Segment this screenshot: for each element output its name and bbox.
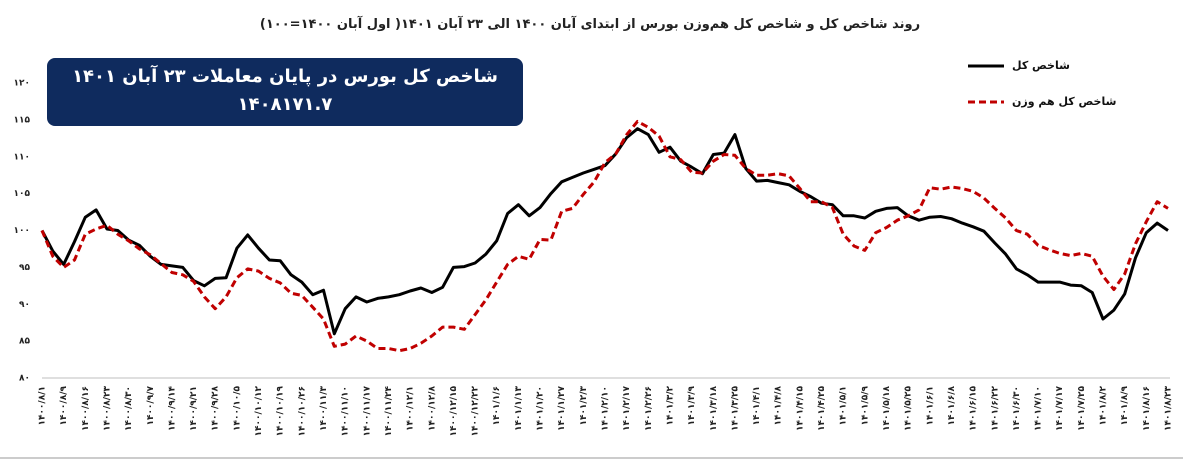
x-tick-label: ۱۴۰۱/۷/۱۷ bbox=[1055, 385, 1065, 431]
x-tick-label: ۱۴۰۰/۱۲/۱ bbox=[406, 386, 416, 431]
x-tick-label: ۱۴۰۱/۵/۲۵ bbox=[904, 385, 914, 431]
legend-label: شاخص کل هم وزن bbox=[1012, 95, 1116, 108]
x-tick-label: ۱۴۰۱/۴/۱۵ bbox=[795, 385, 805, 431]
x-tick-label: ۱۴۰۱/۸/۱۶ bbox=[1142, 386, 1152, 431]
info-box bbox=[47, 58, 523, 126]
legend-label: شاخص کل bbox=[1012, 59, 1070, 72]
x-tick-label: ۱۴۰۰/۱۲/۱۵ bbox=[449, 386, 459, 437]
x-tick-label: ۱۴۰۰/۸/۲۳ bbox=[102, 385, 112, 431]
x-tick-label: ۱۴۰۱/۸/۲۳ bbox=[1164, 385, 1174, 431]
x-tick-label: ۱۴۰۰/۹/۲۸ bbox=[211, 385, 221, 431]
x-tick-label: ۱۴۰۱/۳/۲ bbox=[665, 386, 675, 426]
x-tick-label: ۱۴۰۱/۱/۲۷ bbox=[557, 385, 567, 431]
x-tick-label: ۱۴۰۰/۱۱/۱۷ bbox=[362, 386, 372, 437]
x-tick-label: ۱۴۰۰/۸/۳۰ bbox=[124, 386, 134, 431]
info-box-value: ۱۴۰۸۱۷۱.۷ bbox=[238, 94, 333, 115]
x-tick-label: ۱۴۰۱/۱/۲۰ bbox=[536, 386, 546, 431]
y-tick-label: ۱۲۰ bbox=[14, 79, 30, 89]
x-tick-label: ۱۴۰۰/۱۰/۱۲ bbox=[254, 386, 264, 437]
x-tick-label: ۱۴۰۱/۶/۱۵ bbox=[969, 385, 979, 431]
x-tick-label: ۱۴۰۰/۱۱/۱۰ bbox=[341, 386, 351, 437]
series-line bbox=[40, 119, 1169, 353]
x-tick-label: ۱۴۰۰/۱۲/۸ bbox=[427, 385, 437, 431]
x-tick-label: ۱۴۰۱/۲/۱۰ bbox=[601, 386, 611, 431]
y-tick-label: ۱۱۰ bbox=[14, 152, 30, 162]
x-tick-label: ۱۴۰۱/۱/۱۳ bbox=[514, 385, 524, 431]
x-tick-label: ۱۴۰۰/۱۲/۲۲ bbox=[471, 386, 481, 437]
x-tick-label: ۱۴۰۰/۱۰/۵ bbox=[232, 385, 242, 431]
x-tick-label: ۱۴۰۱/۶/۱ bbox=[925, 386, 935, 426]
chart-title: روند شاخص کل و شاخص کل هم‌وزن بورس از اب… bbox=[260, 15, 920, 32]
y-tick-label: ۱۱۵ bbox=[14, 115, 31, 125]
y-tick-label: ۹۰ bbox=[19, 300, 30, 310]
x-tick-label: ۱۴۰۰/۱۱/۳ bbox=[319, 385, 329, 431]
y-tick-label: ۱۰۰ bbox=[14, 226, 30, 236]
x-tick-label: ۱۴۰۱/۳/۹ bbox=[687, 386, 697, 426]
x-tick-label: ۱۴۰۱/۵/۱۸ bbox=[882, 385, 892, 431]
x-tick-label: ۱۴۰۱/۳/۲۵ bbox=[730, 385, 740, 431]
x-tick-label: ۱۴۰۱/۴/۸ bbox=[774, 386, 784, 426]
x-tick-label: ۱۴۰۰/۸/۱۶ bbox=[81, 386, 91, 431]
x-tick-label: ۱۴۰۱/۷/۱۰ bbox=[1034, 386, 1044, 431]
info-box-text: شاخص کل بورس در پایان معاملات ۲۳ آبان ۱۴… bbox=[72, 64, 498, 87]
y-tick-label: ۸۵ bbox=[19, 337, 30, 347]
x-tick-label: ۱۴۰۱/۶/۳۰ bbox=[1012, 386, 1022, 431]
x-tick-label: ۱۴۰۰/۸/۱ bbox=[38, 386, 48, 426]
x-tick-label: ۱۴۰۱/۲/۲۶ bbox=[644, 386, 654, 431]
x-tick-label: ۱۴۰۱/۴/۱ bbox=[752, 386, 762, 426]
x-tick-label: ۱۴۰۱/۶/۲۲ bbox=[990, 385, 1000, 431]
x-tick-label: ۱۴۰۱/۴/۲۵ bbox=[817, 385, 827, 431]
x-tick-label: ۱۴۰۱/۲/۱۷ bbox=[622, 385, 632, 431]
x-tick-label: ۱۴۰۱/۱/۶ bbox=[492, 386, 502, 426]
x-tick-label: ۱۴۰۰/۸/۹ bbox=[59, 386, 69, 426]
y-tick-label: ۹۵ bbox=[19, 263, 30, 273]
x-tick-label: ۱۴۰۱/۵/۱ bbox=[839, 386, 849, 426]
x-tick-label: ۱۴۰۱/۶/۸ bbox=[947, 386, 957, 426]
x-tick-label: ۱۴۰۰/۹/۲۱ bbox=[189, 386, 199, 431]
x-tick-label: ۱۴۰۰/۱۰/۱۹ bbox=[276, 386, 286, 437]
x-tick-label: ۱۴۰۰/۱۰/۲۶ bbox=[297, 386, 307, 437]
y-tick-label: ۸۰ bbox=[19, 374, 30, 384]
y-tick-label: ۱۰۵ bbox=[14, 189, 31, 199]
x-tick-label: ۱۴۰۱/۸/۹ bbox=[1120, 386, 1130, 426]
x-tick-label: ۱۴۰۱/۷/۲۵ bbox=[1077, 385, 1087, 431]
x-tick-label: ۱۴۰۱/۸/۲ bbox=[1099, 386, 1109, 426]
x-tick-label: ۱۴۰۰/۱۱/۲۴ bbox=[384, 386, 394, 437]
x-tick-label: ۱۴۰۰/۹/۱۴ bbox=[167, 385, 177, 431]
x-tick-label: ۱۴۰۱/۳/۱۸ bbox=[709, 385, 719, 431]
x-tick-label: ۱۴۰۱/۵/۹ bbox=[860, 386, 870, 426]
x-tick-label: ۱۴۰۱/۲/۳ bbox=[579, 386, 589, 426]
x-tick-label: ۱۴۰۰/۹/۷ bbox=[146, 386, 156, 426]
